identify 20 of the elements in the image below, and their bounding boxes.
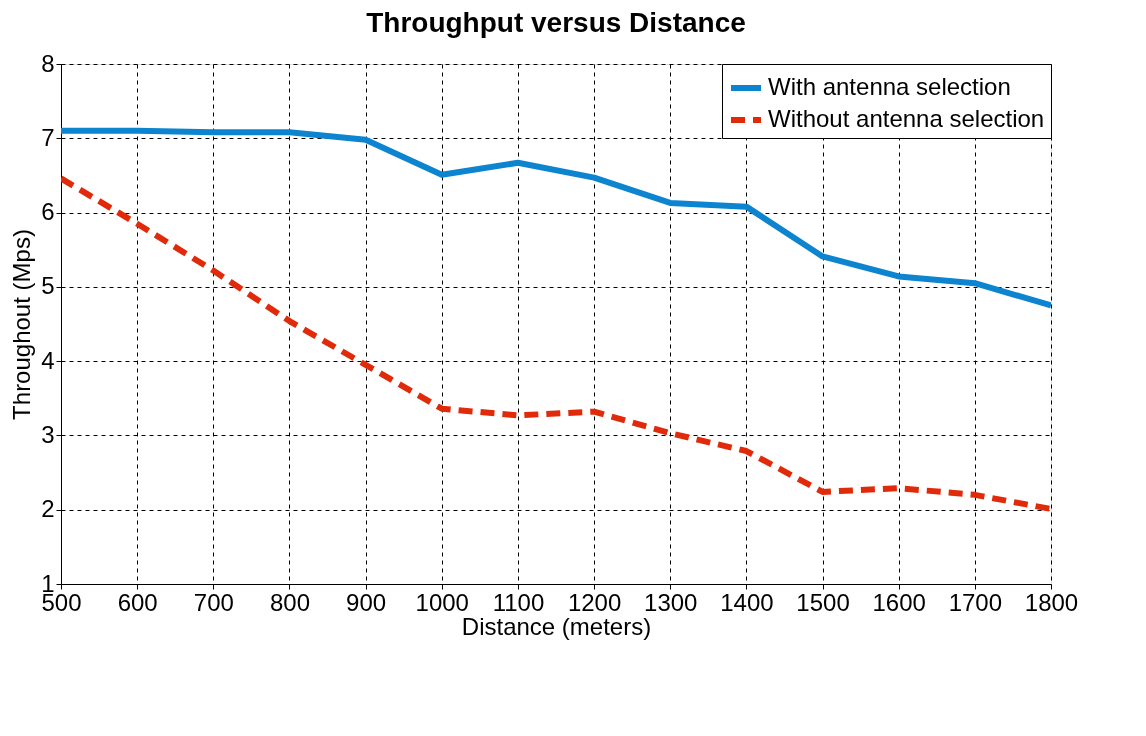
x-tick-label: 1600 — [872, 588, 926, 616]
y-tick-label: 4 — [41, 346, 55, 374]
x-tick-label: 1800 — [1024, 588, 1079, 616]
x-tick-label: 1500 — [796, 588, 850, 616]
y-tick-label: 5 — [41, 272, 55, 300]
legend-label: With antenna selection — [768, 73, 1011, 100]
chart-title: Throughput versus Distance — [366, 7, 746, 38]
y-tick-label: 2 — [41, 495, 55, 523]
y-tick-label: 8 — [41, 49, 55, 77]
y-tick-label: 6 — [41, 198, 55, 226]
x-tick-label: 800 — [269, 588, 310, 616]
x-tick-label: 900 — [346, 588, 387, 616]
y-axis-title: Throughout (Mps) — [8, 229, 36, 420]
x-tick-label: 1400 — [720, 588, 774, 616]
y-tick-label: 7 — [41, 123, 55, 151]
x-tick-label: 1700 — [948, 588, 1003, 616]
x-tick-label: 600 — [117, 588, 158, 616]
x-tick-label: 700 — [193, 588, 234, 616]
y-tick-label: 3 — [41, 420, 55, 448]
legend-label: Without antenna selection — [768, 105, 1045, 132]
